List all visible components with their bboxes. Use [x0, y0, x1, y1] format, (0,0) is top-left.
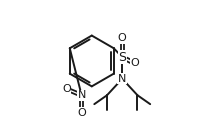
Text: O: O	[131, 59, 139, 68]
Text: O: O	[62, 84, 71, 94]
Text: S: S	[118, 51, 126, 64]
Text: O: O	[118, 33, 127, 43]
Text: O: O	[77, 108, 86, 118]
Text: N: N	[77, 90, 86, 100]
Text: N: N	[118, 74, 126, 84]
